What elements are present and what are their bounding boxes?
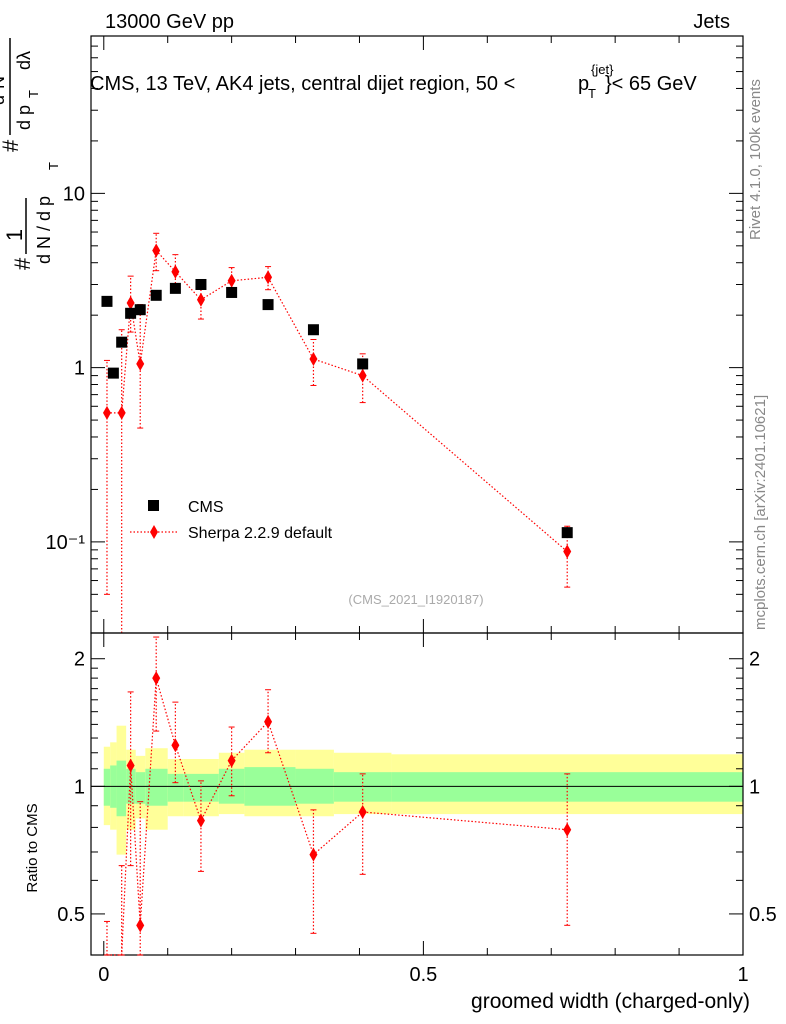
ylabel-dN: d N / d p xyxy=(34,196,54,264)
title-sub: T xyxy=(588,86,596,101)
mc-point xyxy=(152,243,161,258)
ratio-point xyxy=(264,714,273,729)
legend-mc-label: Sherpa 2.2.9 default xyxy=(188,525,333,542)
ratio-ytick-label-right: 1 xyxy=(749,776,760,798)
header-energy: 13000 GeV pp xyxy=(105,11,234,33)
mc-point xyxy=(117,405,126,420)
data-point xyxy=(134,304,146,316)
legend-data-label: CMS xyxy=(188,499,224,516)
band-inner xyxy=(145,768,168,806)
data-point xyxy=(169,282,181,294)
title-main: CMS, 13 TeV, AK4 jets, central dijet reg… xyxy=(90,73,515,95)
mc-point xyxy=(196,292,205,307)
ratio-point xyxy=(126,758,135,773)
mc-point xyxy=(227,273,236,288)
data-point xyxy=(125,307,137,319)
data-point xyxy=(101,295,113,307)
main-ytick-label: 10⁻¹ xyxy=(46,532,86,554)
mc-point xyxy=(563,544,572,559)
mc-point xyxy=(264,270,273,285)
xlabel: groomed width (charged-only) xyxy=(471,990,750,1013)
ratio-point xyxy=(152,671,161,686)
title-sup: {jet} xyxy=(591,62,614,77)
mc-point xyxy=(126,295,135,310)
xtick-label: 0 xyxy=(98,964,109,986)
mcplots-label: mcplots.cern.ch [arXiv:2401.10621] xyxy=(752,395,769,630)
data-point xyxy=(307,324,319,336)
data-point xyxy=(357,358,369,370)
data-point xyxy=(226,286,238,298)
ratio-point xyxy=(563,822,572,837)
ratio-frame xyxy=(90,632,744,956)
ratio-ytick-label-right: 0.5 xyxy=(749,904,777,926)
mc-line xyxy=(106,249,568,553)
xtick-label: 1 xyxy=(737,964,748,986)
ratio-point xyxy=(358,804,367,819)
ylabel-one: 1 xyxy=(2,229,27,241)
band-inner xyxy=(116,760,127,817)
mc-point xyxy=(102,405,111,420)
ratio-point xyxy=(171,738,180,753)
xtick-label: 0.5 xyxy=(409,964,437,986)
rivet-label: Rivet 4.1.0, 100k events xyxy=(747,79,764,240)
data-point xyxy=(150,289,162,301)
ratio-point xyxy=(309,847,318,862)
main-ytick-label: 10 xyxy=(63,183,85,205)
data-point xyxy=(116,336,128,348)
ratio-ylabel: Ratio to CMS xyxy=(24,803,41,892)
ratio-point xyxy=(196,813,205,828)
data-point xyxy=(262,299,274,311)
main-plot: 10⁻¹ 1 10 xyxy=(46,35,744,634)
ylabel-den: d p xyxy=(14,105,34,130)
band-inner xyxy=(167,773,184,802)
legend-data-marker xyxy=(148,500,159,511)
mc-point xyxy=(309,352,318,367)
plot-title: CMS, 13 TeV, AK4 jets, central dijet reg… xyxy=(90,62,697,101)
band-inner xyxy=(103,768,111,806)
band-inner xyxy=(391,772,743,802)
mc-point xyxy=(171,264,180,279)
ratio-ytick-label: 0.5 xyxy=(57,904,85,926)
ratio-ytick-label: 1 xyxy=(74,776,85,798)
ylabel-num: d²N xyxy=(0,76,8,105)
main-ytick-label: 1 xyxy=(74,358,85,380)
ylabel-T2: T xyxy=(26,90,41,98)
analysis-tag: (CMS_2021_I1920187) xyxy=(348,592,483,607)
ratio-plot: 0.5 0.5 1 1 2 2 0 0.5 1 xyxy=(57,632,777,986)
main-frame xyxy=(90,35,744,634)
ratio-line xyxy=(106,677,568,956)
ratio-ytick-label-right: 2 xyxy=(749,649,760,671)
legend: CMS Sherpa 2.2.9 default xyxy=(130,499,333,542)
ratio-point xyxy=(136,918,145,933)
ratio-point xyxy=(227,753,236,768)
ratio-ytick-label: 2 xyxy=(74,649,85,671)
main-ylabel: # 1 d N / d p T # d²N d p T dλ xyxy=(0,38,61,270)
band-inner xyxy=(135,772,146,804)
ylabel-hash: # xyxy=(10,257,35,270)
data-point xyxy=(107,367,119,379)
ylabel-hash2: # xyxy=(0,139,23,152)
legend-mc-marker xyxy=(150,525,158,539)
data-point xyxy=(195,278,207,290)
header-jets: Jets xyxy=(693,11,730,33)
mc-point xyxy=(358,368,367,383)
mc-point xyxy=(136,356,145,371)
data-point xyxy=(561,527,573,539)
title-p: p xyxy=(578,73,589,95)
ylabel-T: T xyxy=(46,162,61,170)
ylabel-dl: dλ xyxy=(14,51,34,70)
title-end: }< 65 GeV xyxy=(605,73,697,95)
